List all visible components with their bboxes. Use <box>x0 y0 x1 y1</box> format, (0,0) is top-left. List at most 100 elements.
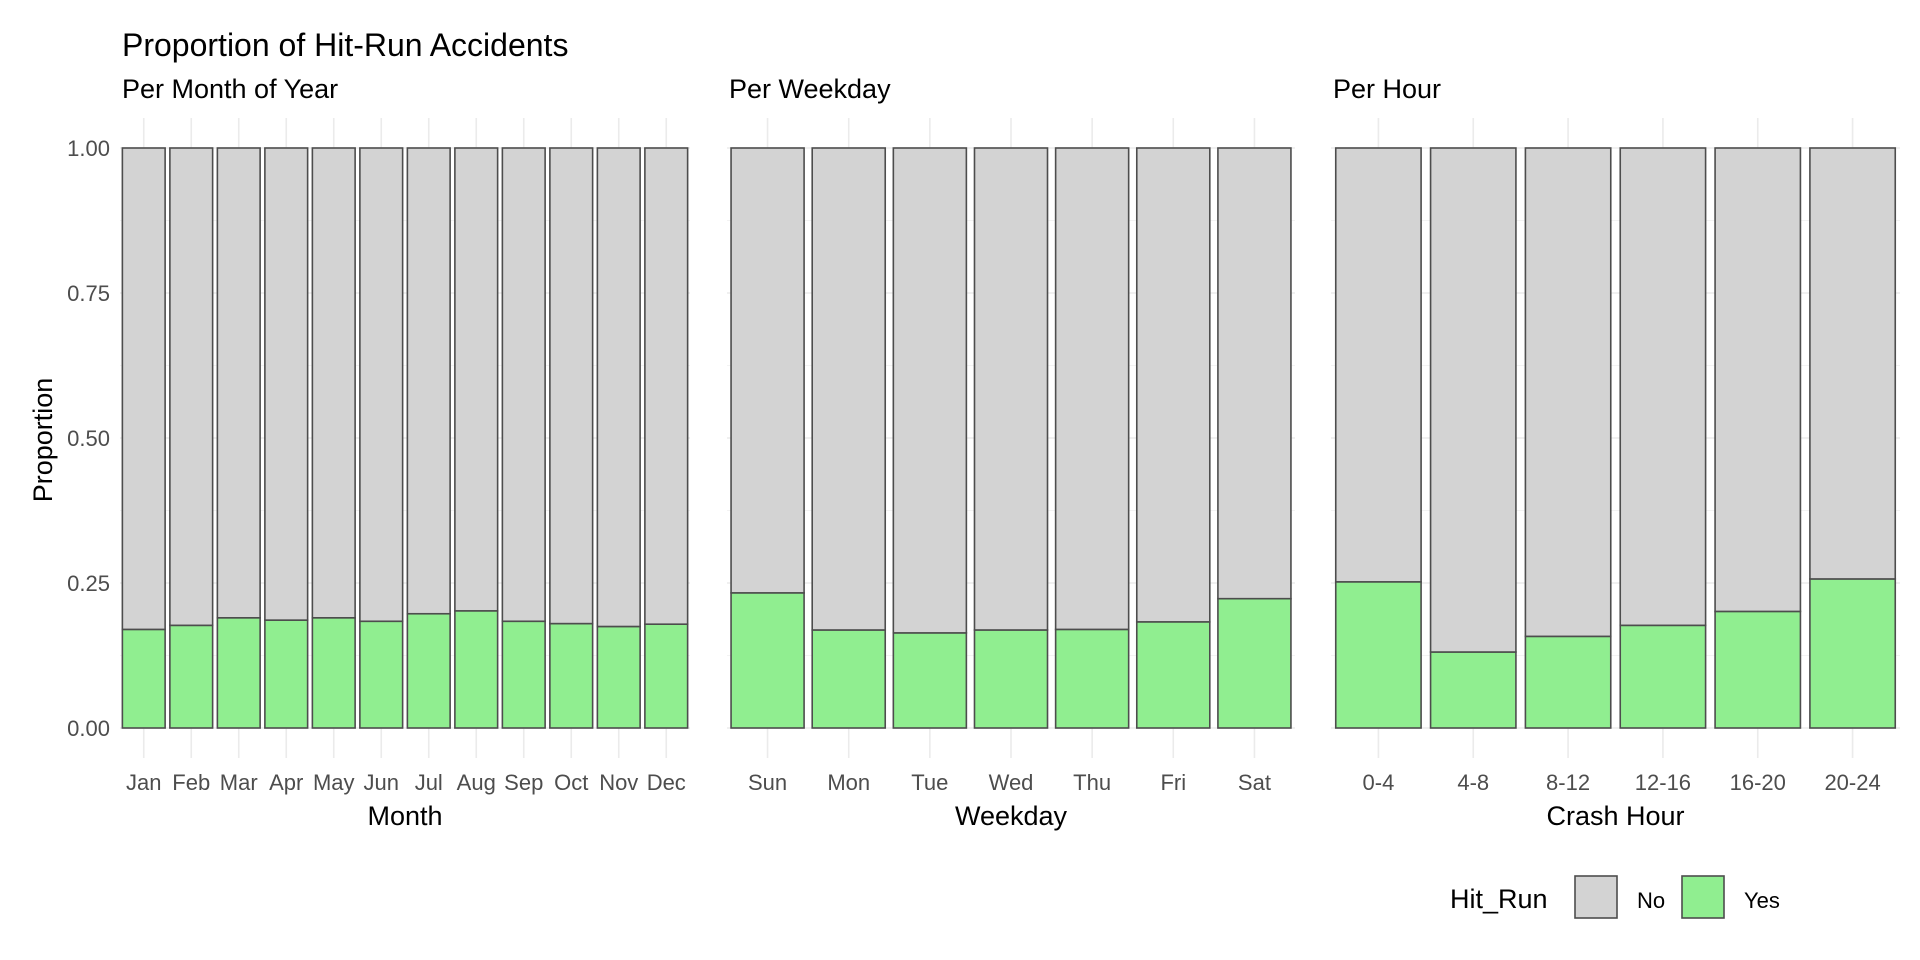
x-tick-label: Wed <box>989 770 1034 795</box>
x-tick-label: Mar <box>220 770 258 795</box>
bar-no-Fri <box>1135 147 1211 623</box>
bar-no-12-16 <box>1619 147 1707 627</box>
bar-yes-Tue <box>892 632 968 729</box>
bar-yes-20-24 <box>1809 578 1897 729</box>
panel-1: Per Month of Year 0.00 0.25 0.50 0.75 1.00 Jan… <box>67 74 690 831</box>
x-tick-label: Oct <box>554 770 588 795</box>
bar-no-Jun <box>359 147 404 623</box>
bar-yes-Fri <box>1135 621 1211 729</box>
legend-label: No <box>1637 888 1665 913</box>
bar-no-Aug <box>454 147 499 612</box>
x-tick-label: 8-12 <box>1546 770 1590 795</box>
x-tick-label: Jan <box>126 770 161 795</box>
bar-no-Apr <box>264 147 309 621</box>
panel-subtitle: Per Month of Year <box>122 74 338 104</box>
bar-no-4-8 <box>1429 147 1517 653</box>
y-tick-label: 1.00 <box>67 136 110 161</box>
x-tick-label: Thu <box>1073 770 1111 795</box>
bar-yes-16-20 <box>1714 610 1802 729</box>
x-tick-label: Nov <box>599 770 638 795</box>
x-tick-label: 4-8 <box>1457 770 1489 795</box>
chart-title: Proportion of Hit-Run Accidents <box>122 27 568 63</box>
y-tick-label: 0.25 <box>67 571 110 596</box>
bar-yes-Jul <box>406 612 451 729</box>
legend-label: Yes <box>1744 888 1780 913</box>
panel-subtitle: Per Weekday <box>729 74 891 104</box>
bar-no-Sat <box>1217 147 1292 600</box>
bar-yes-Jan <box>121 628 166 729</box>
bar-no-Feb <box>169 147 214 627</box>
legend-title: Hit_Run <box>1450 884 1548 914</box>
bar-no-Thu <box>1054 147 1130 631</box>
x-tick-label: Feb <box>172 770 210 795</box>
x-tick-label: Jul <box>415 770 443 795</box>
bar-yes-Apr <box>264 619 309 729</box>
x-tick-label: Mon <box>827 770 870 795</box>
bar-no-Mon <box>811 147 887 631</box>
bar-no-20-24 <box>1809 147 1897 580</box>
x-tick-label: Tue <box>911 770 948 795</box>
bar-yes-Oct <box>549 622 594 729</box>
legend-key-no <box>1574 875 1618 919</box>
x-tick-label: Jun <box>364 770 399 795</box>
x-tick-label: 0-4 <box>1363 770 1395 795</box>
x-axis-title: Month <box>367 801 442 831</box>
y-tick-label: 0.50 <box>67 426 110 451</box>
panel-subtitle: Per Hour <box>1333 74 1441 104</box>
bar-yes-Sat <box>1217 597 1292 729</box>
legend: Hit_Run No Yes <box>1450 875 1780 919</box>
bar-no-Dec <box>644 147 689 625</box>
bar-yes-Feb <box>169 624 214 729</box>
bar-yes-Sun <box>730 592 805 729</box>
x-tick-label: Fri <box>1160 770 1186 795</box>
legend-key-yes <box>1681 875 1725 919</box>
bar-yes-0-4 <box>1334 581 1422 729</box>
bar-yes-Wed <box>973 629 1049 729</box>
x-tick-label: Sun <box>748 770 787 795</box>
bar-yes-May <box>311 616 356 729</box>
panels: Per Month of Year 0.00 0.25 0.50 0.75 1.00 Jan… <box>67 74 1900 831</box>
x-tick-label: Dec <box>647 770 686 795</box>
bar-no-Mar <box>216 147 261 619</box>
bar-no-Nov <box>596 147 641 628</box>
x-tick-label: Sep <box>504 770 543 795</box>
panel-3: Per Hour 0-4 4-8 8-12 12-16 16-20 20-24 Crash H… <box>1331 74 1900 831</box>
x-tick-label: 20-24 <box>1824 770 1880 795</box>
bar-yes-Aug <box>454 610 499 729</box>
bar-yes-Jun <box>359 620 404 729</box>
y-axis-title: Proportion <box>28 378 58 503</box>
bar-no-Sun <box>730 147 805 594</box>
bar-no-May <box>311 147 356 619</box>
bar-yes-4-8 <box>1429 651 1517 729</box>
x-tick-label: Apr <box>269 770 303 795</box>
x-tick-label: Aug <box>457 770 496 795</box>
bar-yes-8-12 <box>1524 635 1612 729</box>
bar-no-Jan <box>121 147 166 631</box>
x-tick-label: 16-20 <box>1730 770 1786 795</box>
panel-2: Per Weekday Sun Mon Tue Wed Thu Fri Sat Weekday <box>727 74 1295 831</box>
bar-yes-12-16 <box>1619 624 1707 729</box>
x-tick-label: Sat <box>1238 770 1271 795</box>
bar-yes-Nov <box>596 625 641 729</box>
bar-yes-Mar <box>216 616 261 729</box>
bar-no-Wed <box>973 147 1049 631</box>
bar-no-Oct <box>549 147 594 625</box>
x-axis-title: Crash Hour <box>1546 801 1684 831</box>
bar-no-Sep <box>501 147 546 623</box>
y-tick-label: 0.00 <box>67 716 110 741</box>
bar-no-Tue <box>892 147 968 634</box>
bar-yes-Mon <box>811 629 887 729</box>
bar-yes-Dec <box>644 623 689 729</box>
bar-no-0-4 <box>1334 147 1422 583</box>
y-tick-label: 0.75 <box>67 281 110 306</box>
bar-yes-Sep <box>501 620 546 729</box>
bar-yes-Thu <box>1054 628 1130 729</box>
bar-no-8-12 <box>1524 147 1612 638</box>
x-tick-label: 12-16 <box>1635 770 1691 795</box>
x-tick-label: May <box>313 770 355 795</box>
x-axis-title: Weekday <box>955 801 1068 831</box>
bar-no-16-20 <box>1714 147 1802 613</box>
bar-no-Jul <box>406 147 451 615</box>
